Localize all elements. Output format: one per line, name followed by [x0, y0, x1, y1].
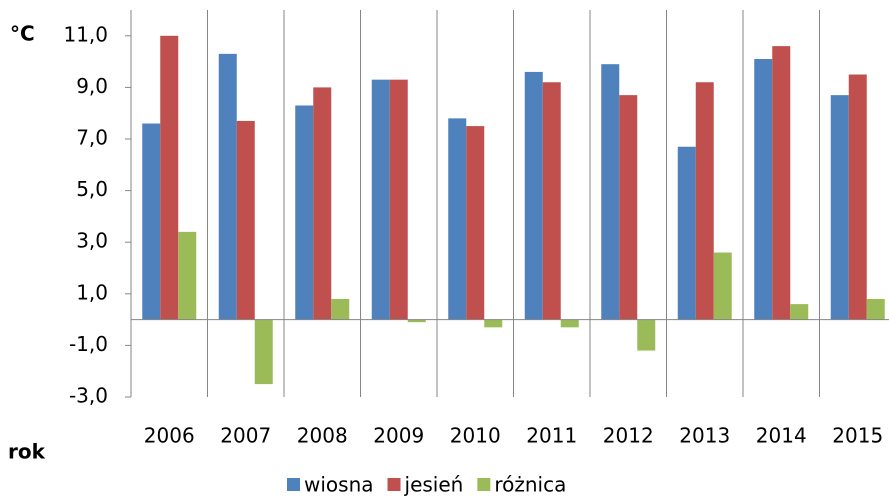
- bar: [254, 319, 273, 385]
- bar: [560, 319, 579, 328]
- y-tick-label: 7,0: [76, 126, 108, 150]
- x-tick-label: 2012: [603, 424, 654, 448]
- y-tick-label: 3,0: [76, 229, 108, 253]
- bar: [772, 46, 791, 320]
- bar: [484, 319, 503, 328]
- bar: [178, 231, 197, 320]
- x-tick-label: 2009: [373, 424, 424, 448]
- y-tick-label: 1,0: [76, 280, 108, 304]
- y-tick-label: -1,0: [69, 332, 108, 356]
- x-tick-label: 2010: [450, 424, 501, 448]
- x-tick-label: 2007: [220, 424, 271, 448]
- bar: [295, 105, 314, 320]
- x-tick-label: 2008: [297, 424, 348, 448]
- bar: [466, 126, 485, 320]
- legend-label: różnica: [494, 473, 566, 497]
- x-tick-label: 2006: [144, 424, 195, 448]
- bar: [236, 120, 255, 320]
- bar: [848, 74, 867, 320]
- y-tick-label: 11,0: [63, 22, 108, 46]
- bar: [331, 298, 350, 320]
- bar: [371, 79, 390, 320]
- bar: [713, 252, 732, 320]
- bar: [790, 304, 809, 320]
- y-tick-label: 5,0: [76, 177, 108, 201]
- bar: [830, 95, 849, 320]
- bar: [448, 118, 467, 320]
- bar: [637, 319, 656, 351]
- legend-swatch: [287, 478, 300, 491]
- legend-label: jesień: [404, 473, 464, 497]
- bar: [677, 146, 696, 320]
- x-tick-label: 2015: [832, 424, 883, 448]
- bar: [619, 95, 638, 320]
- x-tick-label: 2011: [526, 424, 577, 448]
- bar: [524, 71, 543, 320]
- bar: [142, 123, 161, 320]
- bar: [313, 87, 332, 320]
- legend-swatch: [387, 478, 401, 491]
- bar: [601, 64, 620, 320]
- legend-label: wiosna: [304, 473, 374, 497]
- legend-swatch: [477, 478, 491, 491]
- bar: [218, 53, 237, 320]
- x-tick-label: 2014: [756, 424, 807, 448]
- y-axis-label: °C: [10, 22, 35, 46]
- bar: [754, 59, 773, 320]
- x-tick-label: 2013: [679, 424, 730, 448]
- bar: [695, 82, 714, 320]
- y-tick-label: -3,0: [69, 384, 108, 408]
- bar: [542, 82, 561, 320]
- bar: [160, 35, 179, 320]
- bar: [407, 319, 426, 323]
- x-axis-label: rok: [8, 440, 46, 464]
- bar: [389, 79, 408, 320]
- y-tick-label: 9,0: [76, 74, 108, 98]
- bar: [866, 298, 885, 320]
